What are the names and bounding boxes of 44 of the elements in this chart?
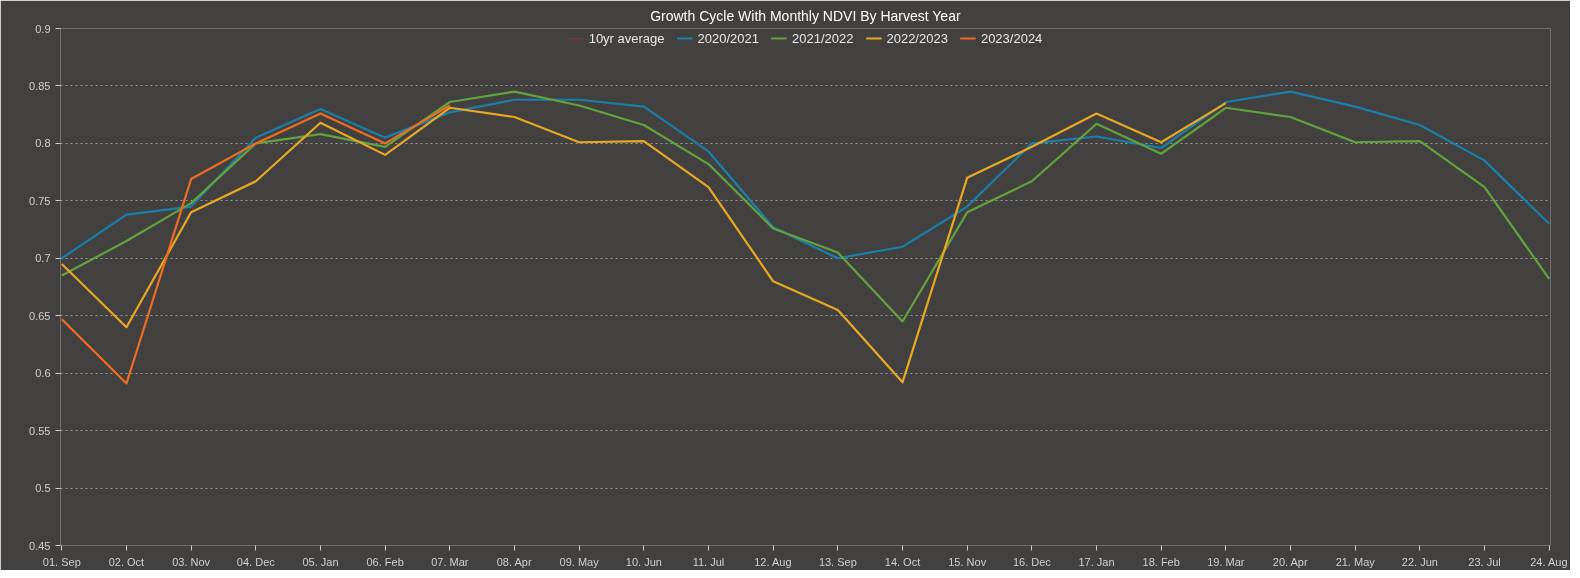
line-series xyxy=(60,90,1551,323)
legend-label: 2021/2022 xyxy=(791,30,854,46)
x-tick-label: 22. Jun xyxy=(1401,555,1438,568)
x-tick-label: 04. Dec xyxy=(236,555,276,568)
x-tick-label: 02. Oct xyxy=(108,555,145,568)
y-tick-label: 0.7 xyxy=(35,252,51,265)
x-tick-label: 16. Dec xyxy=(1012,555,1052,568)
line-series xyxy=(60,102,1227,384)
x-tick-label: 12. Aug xyxy=(754,555,792,568)
x-tick-label: 18. Feb xyxy=(1142,555,1180,568)
y-tick-label: 0.8 xyxy=(35,137,51,150)
y-tick-label: 0.5 xyxy=(35,482,51,495)
y-tick-label: 0.65 xyxy=(29,309,51,322)
x-tick-label: 19. Mar xyxy=(1207,555,1245,568)
x-tick-label: 08. Apr xyxy=(496,555,532,568)
y-tick-label: 0.75 xyxy=(29,194,51,207)
legend-label: 2023/2024 xyxy=(980,30,1043,46)
x-tick-label: 05. Jan xyxy=(302,555,339,568)
y-tick-label: 0.9 xyxy=(35,22,51,35)
x-tick-label: 20. Apr xyxy=(1272,555,1308,568)
x-tick-label: 14. Oct xyxy=(884,555,921,568)
x-tick-label: 21. May xyxy=(1335,555,1376,568)
x-tick-label: 06. Feb xyxy=(366,555,404,568)
x-tick-label: 09. May xyxy=(559,555,600,568)
x-tick-label: 15. Nov xyxy=(948,555,987,568)
x-tick-label: 13. Sep xyxy=(818,555,857,568)
legend-label: 10yr average xyxy=(588,30,665,46)
legend-label: 2020/2021 xyxy=(697,30,759,46)
x-tick-label: 03. Nov xyxy=(172,555,211,568)
x-tick-label: 24. Aug xyxy=(1530,555,1568,568)
line-series xyxy=(60,104,451,385)
x-tick-label: 07. Mar xyxy=(431,555,469,568)
y-tick-label: 0.45 xyxy=(29,539,51,552)
line-series xyxy=(60,90,1551,260)
y-tick-label: 0.6 xyxy=(35,367,51,380)
legend-label: 2022/2023 xyxy=(886,30,948,46)
x-tick-label: 17. Jan xyxy=(1078,555,1115,568)
x-tick-label: 23. Jul xyxy=(1468,555,1501,568)
y-tick-label: 0.85 xyxy=(29,79,51,92)
x-tick-label: 10. Jun xyxy=(625,555,662,568)
x-tick-label: 11. Jul xyxy=(692,555,725,568)
y-tick-label: 0.55 xyxy=(29,424,51,437)
chart-title: Growth Cycle With Monthly NDVI By Harvest Year xyxy=(650,7,961,24)
x-tick-label: 01. Sep xyxy=(42,555,81,568)
